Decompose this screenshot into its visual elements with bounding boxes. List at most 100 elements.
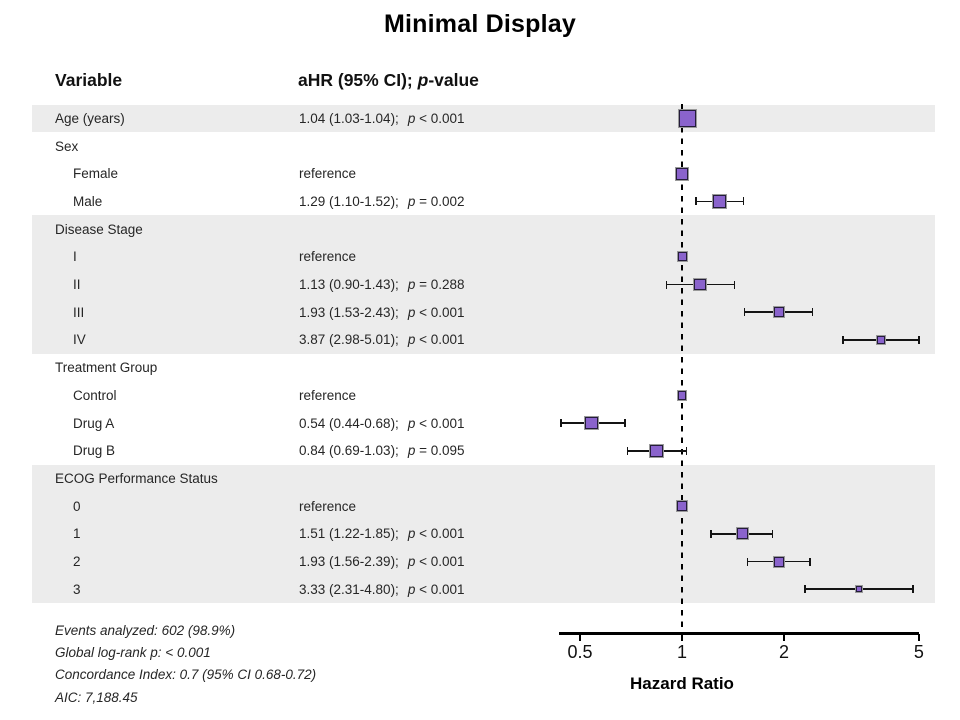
axis-tick-label: 5 xyxy=(913,642,924,662)
ci-cap xyxy=(710,529,713,538)
table-row: Drug A 0.54 (0.44-0.68); p < 0.001 xyxy=(32,409,935,437)
row-label: Disease Stage xyxy=(55,221,143,237)
ci-cap xyxy=(626,446,629,455)
row-estimate: reference xyxy=(299,387,357,403)
row-label: Male xyxy=(73,193,103,209)
row-estimate: 3.87 (2.98-5.01); p < 0.001 xyxy=(299,332,465,348)
row-estimate: 0.54 (0.44-0.68); p < 0.001 xyxy=(299,415,465,431)
table-row: IV 3.87 (2.98-5.01); p < 0.001 xyxy=(32,326,935,354)
axis-tick-label: 1 xyxy=(676,642,687,662)
row-label: Female xyxy=(73,166,119,182)
forest-marker xyxy=(713,195,726,208)
row-estimate: reference xyxy=(299,166,357,182)
row-p-value: p = 0.095 xyxy=(407,443,465,459)
row-label: Drug B xyxy=(73,443,116,459)
footer-stats: Events analyzed: 602 (98.9%) Global log-r… xyxy=(55,620,316,709)
footer-line: Concordance Index: 0.7 (95% CI 0.68-0.72… xyxy=(55,667,317,683)
row-label: 2 xyxy=(73,554,81,570)
ci-cap xyxy=(811,308,814,317)
ci-cap xyxy=(743,308,746,317)
ci-cap xyxy=(665,280,668,289)
table-row: Age (years) 1.04 (1.03-1.04); p < 0.001 xyxy=(32,104,935,133)
axis-tick xyxy=(578,634,581,641)
forest-marker xyxy=(773,556,784,567)
ci-cap xyxy=(771,529,774,538)
row-label: IV xyxy=(73,332,86,348)
row-p-value: p < 0.001 xyxy=(407,332,465,348)
ci-cap xyxy=(804,585,807,594)
row-estimate: 1.13 (0.90-1.43); p = 0.288 xyxy=(299,277,465,293)
forest-marker xyxy=(737,528,749,540)
row-label: III xyxy=(73,304,85,320)
row-label: 3 xyxy=(73,581,81,597)
table-row: 1 1.51 (1.22-1.85); p < 0.001 xyxy=(32,520,935,548)
axis-tick-label: 0.5 xyxy=(567,642,593,662)
row-estimate: 1.04 (1.03-1.04); p < 0.001 xyxy=(299,110,465,126)
page-title: Minimal Display xyxy=(384,10,576,38)
row-p-value: p < 0.001 xyxy=(407,581,465,597)
forest-marker xyxy=(679,109,697,127)
row-estimate: reference xyxy=(299,498,357,514)
row-p-value: p < 0.001 xyxy=(407,415,465,431)
ci-cap xyxy=(560,419,562,428)
footer-line: AIC: 7,188.45 xyxy=(55,689,138,705)
forest-marker xyxy=(676,500,688,512)
row-estimate: 1.29 (1.10-1.52); p = 0.002 xyxy=(299,193,465,209)
row-label: 0 xyxy=(73,498,81,514)
column-header-variable: Variable xyxy=(55,70,123,90)
table-row: Female reference xyxy=(32,160,935,188)
forest-marker xyxy=(677,391,687,400)
column-header-ahr: aHR (95% CI); p-value xyxy=(298,70,479,90)
table-row: 3 3.33 (2.31-4.80); p < 0.001 xyxy=(32,575,935,604)
forest-marker xyxy=(677,252,687,262)
row-p-value: p < 0.001 xyxy=(407,110,465,126)
row-label: I xyxy=(73,249,77,265)
axis-tick xyxy=(783,634,786,641)
row-label: ECOG Performance Status xyxy=(55,470,218,486)
row-p-value: p < 0.001 xyxy=(407,554,465,570)
reference-line xyxy=(681,104,683,632)
table-row: ECOG Performance Status xyxy=(32,464,935,493)
forest-marker xyxy=(585,416,598,430)
table-row: Sex xyxy=(32,132,935,160)
row-estimate: reference xyxy=(299,249,357,265)
row-label: Sex xyxy=(55,138,79,154)
row-label: Drug A xyxy=(73,415,115,431)
row-estimate: 1.93 (1.56-2.39); p < 0.001 xyxy=(299,554,465,570)
row-label: 1 xyxy=(73,526,81,542)
forest-marker xyxy=(675,167,689,180)
axis-tick xyxy=(917,634,920,641)
ci-cap xyxy=(809,557,812,566)
table-row: II 1.13 (0.90-1.43); p = 0.288 xyxy=(32,270,935,299)
footer-line: Events analyzed: 602 (98.9%) xyxy=(55,623,236,638)
forest-marker xyxy=(856,586,863,593)
row-estimate: 0.84 (0.69-1.03); p = 0.095 xyxy=(299,443,465,459)
row-p-value: p = 0.002 xyxy=(407,193,465,209)
ci-cap xyxy=(695,197,697,206)
row-estimate: 1.93 (1.53-2.43); p < 0.001 xyxy=(299,304,465,320)
footer-line: Global log-rank p: < 0.001 xyxy=(55,645,211,661)
row-estimate: 3.33 (2.31-4.80); p < 0.001 xyxy=(299,581,465,597)
row-label: Age (years) xyxy=(55,110,125,126)
forest-marker xyxy=(877,336,885,344)
ci-cap xyxy=(624,419,627,428)
table-row: 0 reference xyxy=(32,492,935,520)
table-row: Male 1.29 (1.10-1.52); p = 0.002 xyxy=(32,188,935,216)
ci-cap xyxy=(742,197,745,206)
row-p-value: p < 0.001 xyxy=(407,304,465,320)
table-row: Treatment Group xyxy=(32,354,935,382)
ci-cap xyxy=(733,280,736,289)
ci-cap xyxy=(912,585,914,594)
row-p-value: p = 0.288 xyxy=(407,277,465,293)
axis-tick xyxy=(681,634,683,641)
row-estimate: 1.51 (1.22-1.85); p < 0.001 xyxy=(299,526,465,542)
table-row: 2 1.93 (1.56-2.39); p < 0.001 xyxy=(32,547,935,576)
table-row: Drug B 0.84 (0.69-1.03); p = 0.095 xyxy=(32,437,935,465)
ci-cap xyxy=(685,446,688,455)
table-row: Control reference xyxy=(32,382,935,410)
ci-cap xyxy=(918,335,920,344)
forest-marker xyxy=(773,307,784,318)
row-p-value: p < 0.001 xyxy=(407,526,465,542)
